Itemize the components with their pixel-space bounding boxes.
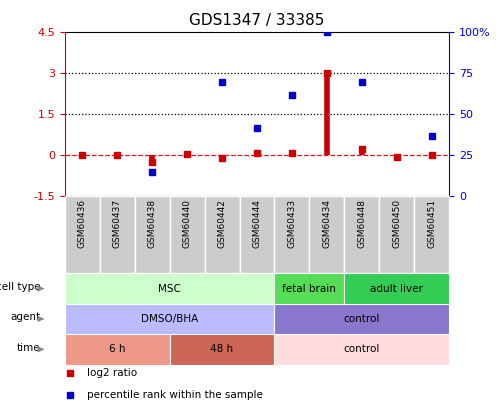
Text: GSM60434: GSM60434 bbox=[322, 199, 331, 248]
Text: 6 h: 6 h bbox=[109, 344, 126, 354]
Bar bbox=[344, 273, 449, 304]
Bar bbox=[205, 196, 240, 273]
Text: adult liver: adult liver bbox=[370, 284, 423, 294]
Text: GSM60437: GSM60437 bbox=[113, 199, 122, 248]
Text: GSM60436: GSM60436 bbox=[78, 199, 87, 248]
Bar bbox=[65, 196, 100, 273]
Text: control: control bbox=[344, 344, 380, 354]
Text: control: control bbox=[344, 314, 380, 324]
Bar bbox=[274, 304, 449, 334]
Text: GSM60440: GSM60440 bbox=[183, 199, 192, 248]
Text: GSM60433: GSM60433 bbox=[287, 199, 296, 248]
Bar bbox=[65, 304, 274, 334]
Bar bbox=[274, 196, 309, 273]
Bar bbox=[344, 196, 379, 273]
Text: GSM60444: GSM60444 bbox=[252, 199, 261, 247]
Bar bbox=[100, 196, 135, 273]
Bar bbox=[274, 334, 449, 364]
Text: time: time bbox=[16, 343, 40, 353]
Bar bbox=[414, 196, 449, 273]
Text: MSC: MSC bbox=[158, 284, 181, 294]
Bar bbox=[170, 196, 205, 273]
Text: agent: agent bbox=[10, 312, 40, 322]
Text: GSM60448: GSM60448 bbox=[357, 199, 366, 248]
Bar bbox=[274, 273, 344, 304]
Bar bbox=[65, 334, 170, 364]
Text: GSM60450: GSM60450 bbox=[392, 199, 401, 248]
Bar bbox=[379, 196, 414, 273]
Bar bbox=[309, 196, 344, 273]
Text: percentile rank within the sample: percentile rank within the sample bbox=[87, 390, 263, 399]
Text: GSM60442: GSM60442 bbox=[218, 199, 227, 247]
Bar bbox=[135, 196, 170, 273]
Text: GSM60438: GSM60438 bbox=[148, 199, 157, 248]
Bar bbox=[65, 273, 274, 304]
Text: fetal brain: fetal brain bbox=[282, 284, 336, 294]
Text: cell type: cell type bbox=[0, 282, 40, 292]
Title: GDS1347 / 33385: GDS1347 / 33385 bbox=[189, 13, 325, 28]
Text: 48 h: 48 h bbox=[211, 344, 234, 354]
Bar bbox=[170, 334, 274, 364]
Text: GSM60451: GSM60451 bbox=[427, 199, 436, 248]
Text: log2 ratio: log2 ratio bbox=[87, 368, 137, 378]
Bar bbox=[240, 196, 274, 273]
Text: DMSO/BHA: DMSO/BHA bbox=[141, 314, 198, 324]
